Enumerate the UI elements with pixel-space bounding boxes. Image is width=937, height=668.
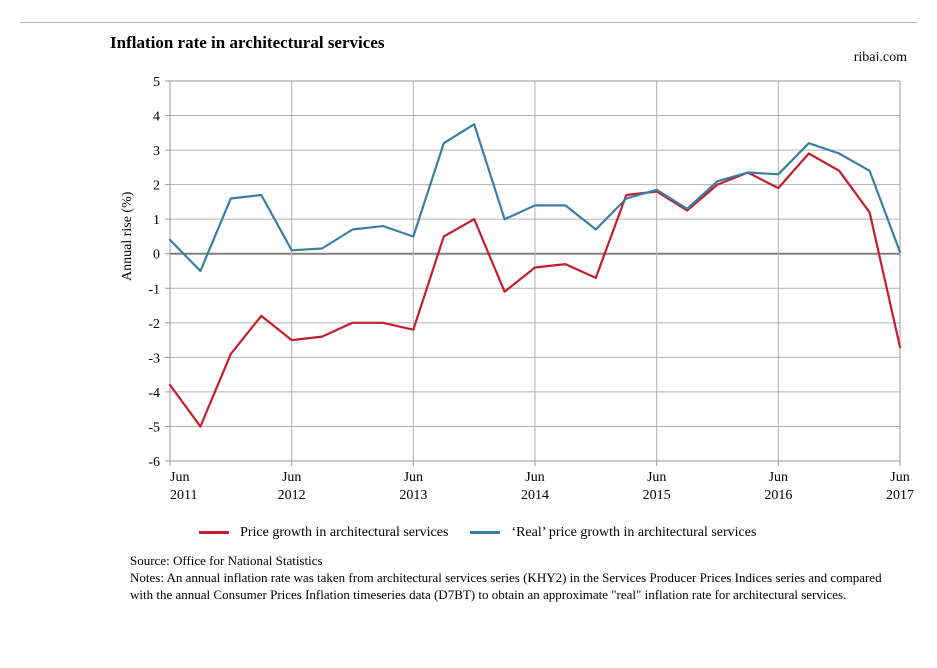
svg-text:Jun: Jun [890, 470, 909, 485]
notes-line: Notes: An annual inflation rate was take… [130, 570, 897, 604]
svg-text:Jun: Jun [170, 470, 189, 485]
svg-text:-1: -1 [148, 282, 160, 297]
svg-text:2017: 2017 [886, 488, 914, 503]
legend-label-0: Price growth in architectural services [240, 525, 448, 540]
svg-text:2016: 2016 [764, 488, 792, 503]
svg-text:4: 4 [153, 110, 160, 125]
svg-text:2012: 2012 [278, 488, 306, 503]
svg-text:Jun: Jun [769, 470, 788, 485]
svg-text:-5: -5 [148, 420, 160, 435]
svg-text:5: 5 [153, 75, 160, 90]
svg-text:2013: 2013 [399, 488, 427, 503]
footer: Source: Office for National Statistics N… [20, 553, 917, 604]
svg-text:3: 3 [153, 144, 160, 159]
top-rule [20, 22, 917, 23]
svg-text:-3: -3 [148, 351, 160, 366]
svg-text:Jun: Jun [525, 470, 544, 485]
svg-text:Jun: Jun [404, 470, 423, 485]
svg-text:1: 1 [153, 213, 160, 228]
chart-area: Annual rise (%) -6 -5 -4 -3 -2 -1 0 1 2 3 4 5 Jun 201… [20, 61, 917, 521]
svg-text:-6: -6 [148, 455, 160, 470]
svg-text:-4: -4 [148, 386, 160, 401]
chart-title: Inflation rate in architectural services [20, 33, 917, 53]
legend: Price growth in architectural services ‘… [20, 525, 917, 541]
source-line: Source: Office for National Statistics [130, 553, 897, 570]
svg-text:Jun: Jun [647, 470, 666, 485]
svg-text:-2: -2 [148, 317, 160, 332]
page: Inflation rate in architectural services… [0, 0, 937, 668]
svg-text:2011: 2011 [170, 488, 197, 503]
line-chart: -6 -5 -4 -3 -2 -1 0 1 2 3 4 5 Jun 2011 Jun 2012 Jun 2013 J… [20, 61, 917, 521]
svg-text:0: 0 [153, 248, 160, 263]
legend-swatch-1 [470, 531, 500, 534]
svg-text:2014: 2014 [521, 488, 549, 503]
y-axis-label: Annual rise (%) [120, 192, 136, 281]
legend-swatch-0 [199, 531, 229, 534]
svg-text:Jun: Jun [282, 470, 301, 485]
svg-text:2015: 2015 [643, 488, 671, 503]
svg-text:2: 2 [153, 179, 160, 194]
legend-label-1: ‘Real’ price growth in architectural ser… [511, 525, 756, 540]
